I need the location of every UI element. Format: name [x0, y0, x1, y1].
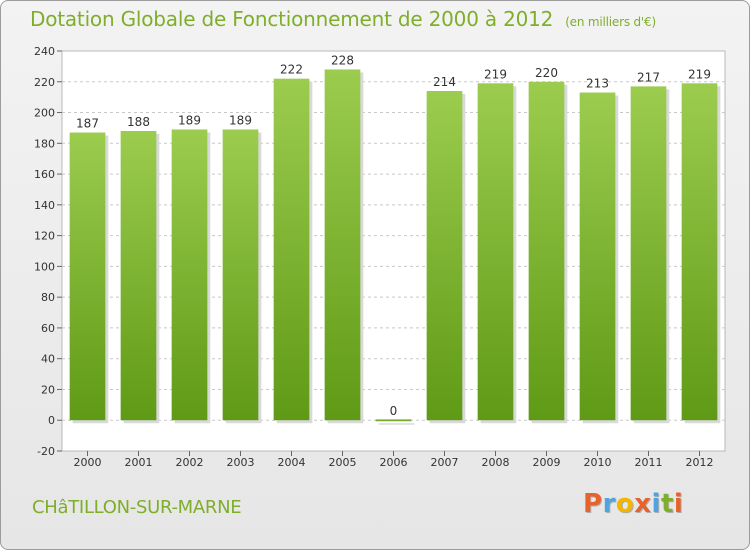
x-tick-label-2001: 2001	[125, 456, 153, 469]
data-label-2012: 219	[688, 67, 711, 81]
bar-2010	[579, 92, 616, 421]
proxiti-logo: Proxiti	[583, 489, 684, 519]
x-tick-label-2003: 2003	[227, 456, 255, 469]
x-tick-label-2010: 2010	[584, 456, 612, 469]
data-label-2006: 0	[390, 404, 398, 418]
x-tick-label-2012: 2012	[686, 456, 714, 469]
data-label-2009: 220	[535, 66, 558, 80]
y-tick-label: 200	[34, 107, 55, 120]
bar-2003	[222, 129, 259, 421]
data-label-2000: 187	[76, 117, 99, 131]
y-tick-label: 120	[34, 230, 55, 243]
y-tick-label: 0	[48, 414, 55, 427]
data-label-2002: 189	[178, 113, 201, 127]
y-tick-label: 240	[34, 45, 55, 58]
x-tick-label-2011: 2011	[635, 456, 663, 469]
data-label-2008: 219	[484, 67, 507, 81]
y-tick-label: 180	[34, 137, 55, 150]
bar-2008	[477, 83, 514, 421]
x-tick-label-2000: 2000	[74, 456, 102, 469]
data-label-2010: 213	[586, 77, 609, 91]
x-tick-label-2009: 2009	[533, 456, 561, 469]
data-label-2005: 228	[331, 53, 354, 67]
x-tick-label-2004: 2004	[278, 456, 306, 469]
chart-title-text: Dotation Globale de Fonctionnement de 20…	[30, 7, 554, 31]
y-tick-label: 160	[34, 168, 55, 181]
bar-2011	[630, 86, 667, 421]
bar-2000	[69, 132, 106, 421]
bar-2007	[426, 91, 463, 421]
chart-title: Dotation Globale de Fonctionnement de 20…	[30, 7, 656, 31]
x-tick-label-2006: 2006	[380, 456, 408, 469]
x-tick-label-2002: 2002	[176, 456, 204, 469]
y-tick-label: 100	[34, 260, 55, 273]
bar-shadow	[378, 423, 415, 425]
y-tick-label: 60	[41, 322, 55, 335]
data-label-2003: 189	[229, 113, 252, 127]
x-tick-label-2007: 2007	[431, 456, 459, 469]
bar-2012	[681, 83, 718, 421]
bar-2002	[171, 129, 208, 421]
y-tick-label: 40	[41, 353, 55, 366]
data-label-2007: 214	[433, 75, 456, 89]
y-tick-label: 20	[41, 383, 55, 396]
x-tick-label-2005: 2005	[329, 456, 357, 469]
y-tick-label: 140	[34, 199, 55, 212]
data-label-2001: 188	[127, 115, 150, 129]
bar-2009	[528, 81, 565, 421]
plot-area	[61, 50, 726, 452]
commune-name: CHâTILLON-SUR-MARNE	[32, 497, 242, 518]
data-label-2011: 217	[637, 70, 660, 84]
bar-2004	[273, 78, 310, 421]
bar-2005	[324, 69, 361, 421]
y-tick-label: 80	[41, 291, 55, 304]
y-tick-label: -20	[37, 445, 55, 458]
y-tick-label: 220	[34, 76, 55, 89]
bar-2006	[375, 419, 412, 422]
chart-unit: (en milliers d'€)	[565, 15, 656, 29]
x-tick-label-2008: 2008	[482, 456, 510, 469]
data-label-2004: 222	[280, 63, 303, 77]
bar-2001	[120, 131, 157, 421]
